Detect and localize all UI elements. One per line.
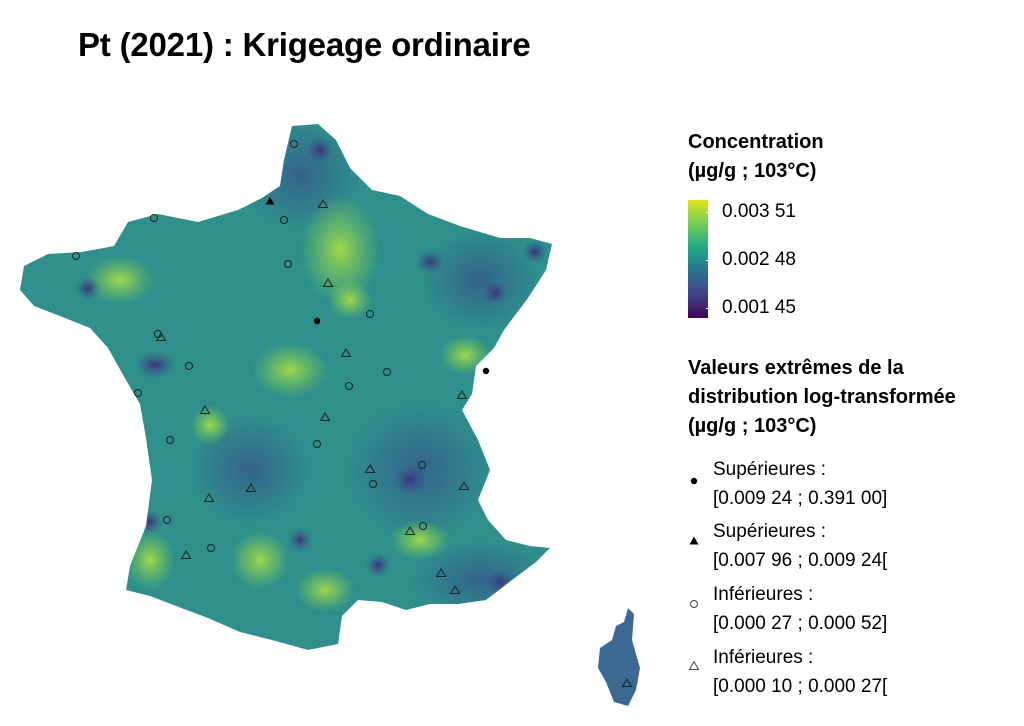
gradient-label-high: 0.003 51	[722, 201, 796, 222]
marker-open-circle	[207, 544, 215, 552]
marker-open-triangle	[155, 332, 167, 341]
marker-filled-triangle	[265, 197, 275, 205]
gradient-tick	[706, 260, 710, 261]
legend-item-line2: [0.000 27 ; 0.000 52]	[713, 613, 888, 634]
marker-filled-circle	[313, 317, 321, 325]
marker-open-triangle	[245, 483, 257, 492]
corsica-shape	[598, 608, 640, 706]
marker-open-circle	[185, 362, 193, 370]
color-gradient-bar	[688, 200, 708, 318]
gradient-tick	[706, 212, 710, 213]
chart-title: Pt (2021) : Krigeage ordinaire	[78, 26, 531, 63]
kriging-surface	[76, 124, 550, 620]
marker-open-triangle	[317, 199, 329, 208]
marker-open-circle	[280, 216, 288, 224]
marker-open-circle	[369, 480, 377, 488]
observation-markers	[72, 140, 633, 687]
marker-open-triangle	[456, 390, 468, 399]
marker-open-circle	[134, 389, 142, 397]
marker-open-triangle	[199, 405, 211, 414]
marker-open-triangle	[180, 550, 192, 559]
concentration-title-line2: (µg/g ; 103°C)	[688, 160, 817, 182]
marker-open-triangle	[435, 568, 447, 577]
marker-open-circle	[163, 516, 171, 524]
marker-open-triangle	[319, 412, 331, 421]
marker-open-triangle	[322, 278, 334, 287]
legend-item-line1: Inférieures :	[713, 584, 814, 605]
legend-item-line2: [0.007 96 ; 0.009 24[	[713, 550, 888, 571]
legend-item-line1: Supérieures :	[713, 521, 827, 542]
gradient-tick	[706, 308, 710, 309]
marker-open-circle	[290, 140, 298, 148]
marker-filled-circle	[482, 367, 490, 375]
marker-open-circle	[166, 436, 174, 444]
marker-open-triangle	[203, 493, 215, 502]
extremes-title-line3: (µg/g ; 103°C)	[688, 415, 817, 437]
gradient-label-low: 0.001 45	[722, 297, 796, 318]
marker-open-triangle	[404, 526, 416, 535]
extremes-title-line2: distribution log-transformée	[688, 386, 956, 408]
extremes-title-line1: Valeurs extrêmes de la	[688, 357, 904, 379]
concentration-title-line1: Concentration	[688, 131, 824, 153]
marker-open-circle	[313, 440, 321, 448]
marker-open-circle	[72, 252, 80, 260]
marker-open-circle	[345, 382, 353, 390]
legend-item-line2: [0.000 10 ; 0.000 27[	[713, 676, 888, 697]
marker-open-circle	[383, 368, 391, 376]
marker-open-triangle	[449, 585, 461, 594]
open-circle-icon	[690, 600, 698, 608]
concentration-legend-title: Concentration (µg/g ; 103°C)	[688, 128, 824, 186]
marker-open-triangle	[458, 481, 470, 490]
marker-open-triangle	[621, 678, 633, 687]
legend-item-line1: Inférieures :	[713, 647, 814, 668]
marker-open-circle	[150, 214, 158, 222]
marker-open-triangle	[364, 464, 376, 473]
marker-open-triangle	[340, 348, 352, 357]
legend-item-line2: [0.009 24 ; 0.391 00]	[713, 488, 888, 509]
filled-circle-icon	[690, 477, 698, 485]
marker-open-circle	[419, 522, 427, 530]
marker-open-circle	[366, 310, 374, 318]
filled-triangle-icon	[689, 536, 699, 545]
legend-item-line1: Supérieures :	[713, 459, 827, 480]
gradient-label-mid: 0.002 48	[722, 249, 796, 270]
open-triangle-icon	[688, 660, 700, 670]
extremes-legend-title: Valeurs extrêmes de la distribution log-…	[688, 354, 956, 441]
marker-open-circle	[418, 461, 426, 469]
marker-open-circle	[284, 260, 292, 268]
